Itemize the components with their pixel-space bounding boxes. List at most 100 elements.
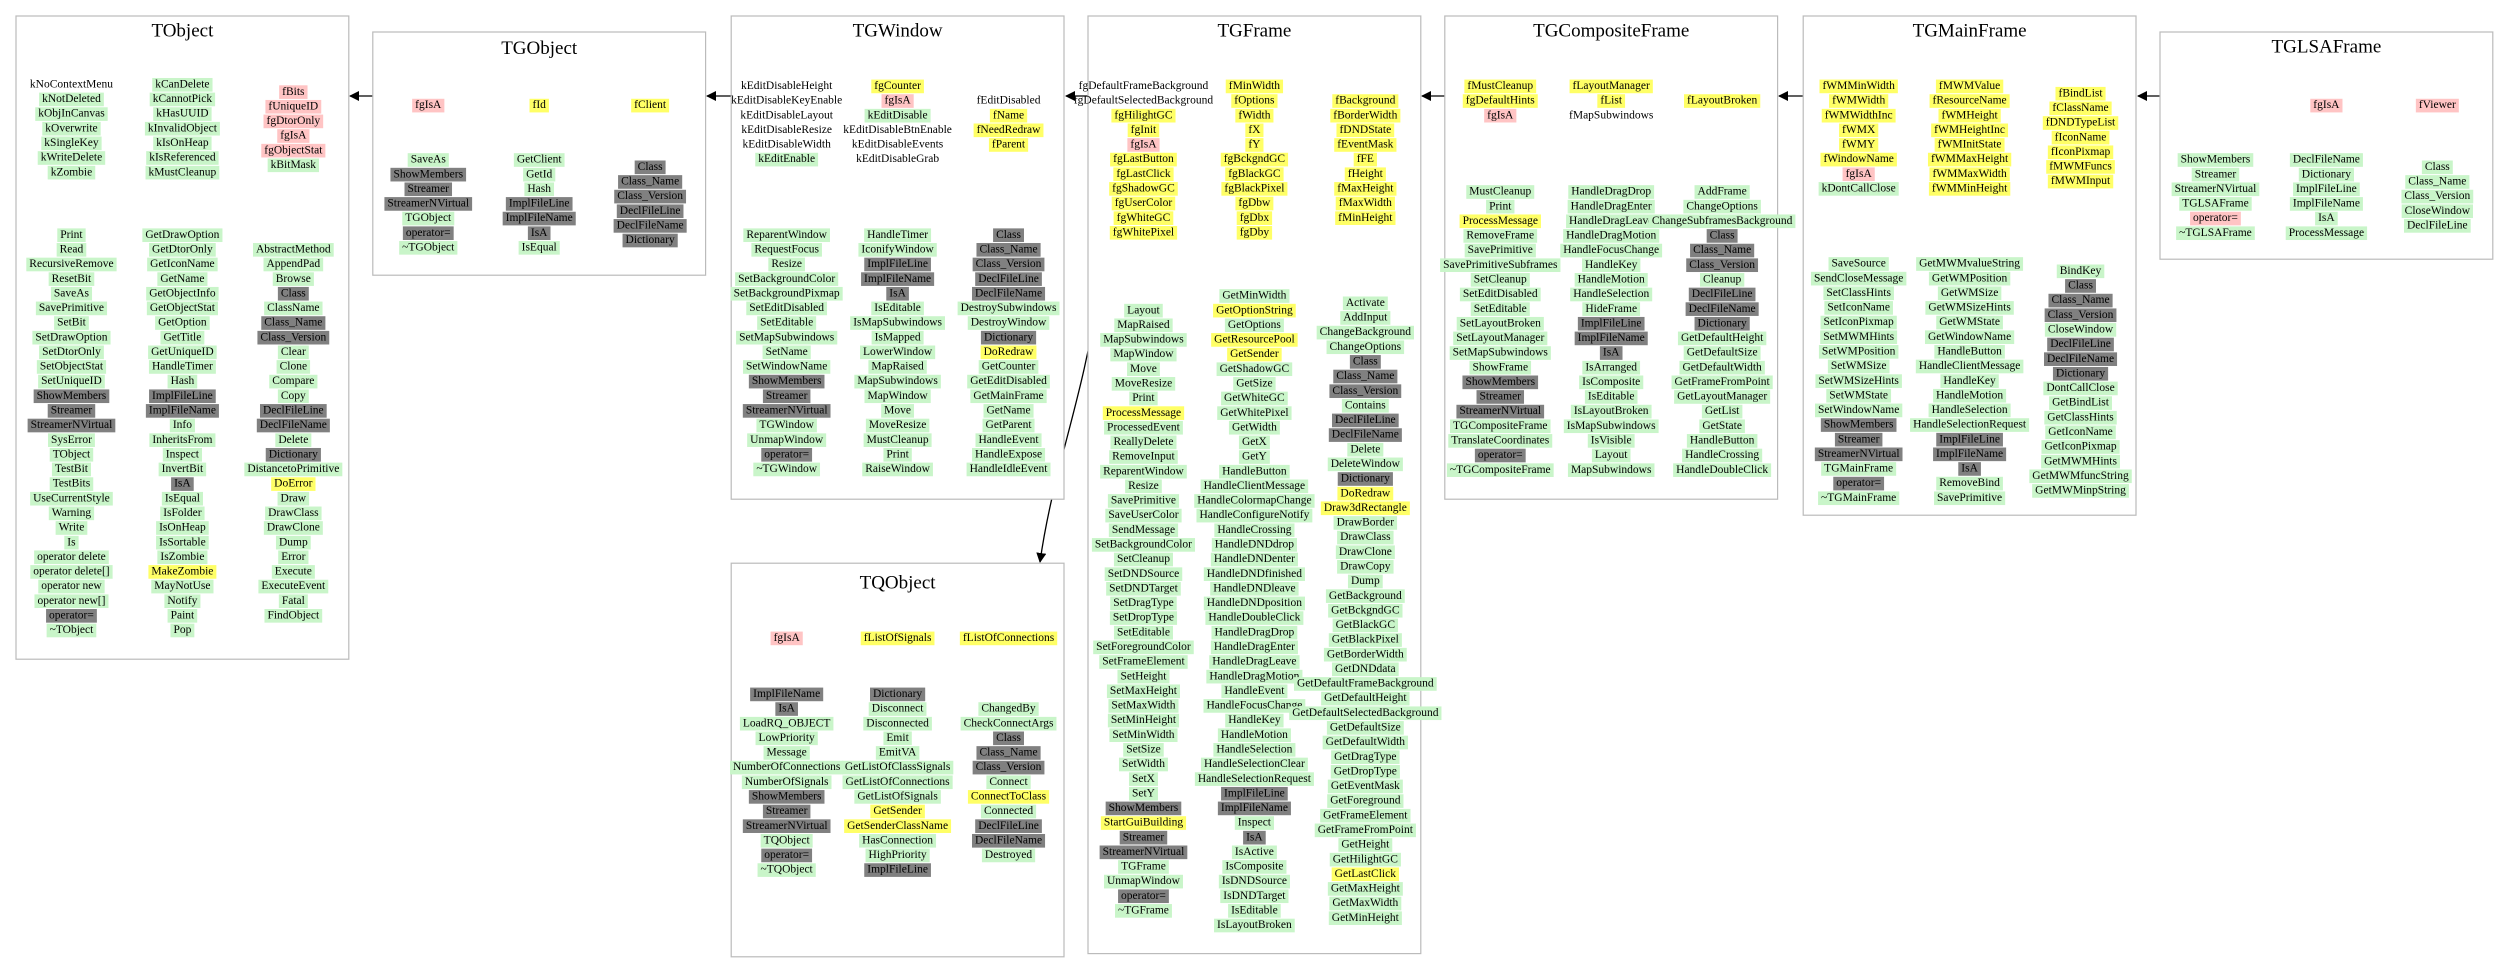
member-highlight [1113, 625, 1173, 640]
member-label: DrawClone [1339, 546, 1392, 558]
member-highlight [980, 330, 1037, 345]
member-highlight [1566, 214, 1657, 229]
member-label: MapWindow [1113, 348, 1174, 360]
member-label: fgInit [1131, 124, 1157, 136]
member-label: ShowMembers [37, 390, 107, 402]
member-highlight [967, 790, 1050, 804]
member-highlight [404, 182, 453, 197]
member-label: IsEqual [522, 241, 557, 253]
member-label: ShowMembers [1109, 802, 1179, 814]
member-highlight [1928, 403, 2011, 418]
member-highlight [614, 189, 687, 204]
member-label: Inspect [1238, 817, 1272, 829]
member-highlight [858, 243, 937, 257]
member-highlight [277, 286, 309, 301]
member-label: Delete [278, 434, 308, 446]
member-highlight [1935, 79, 2004, 94]
member-highlight [1448, 434, 1553, 448]
member-highlight [153, 136, 212, 151]
member-label: ProcessMessage [1463, 215, 1538, 227]
member-label: SetLayoutManager [1456, 332, 1544, 344]
member-highlight [48, 272, 95, 286]
member-highlight [1225, 713, 1284, 728]
member-highlight [2048, 293, 2113, 308]
member-highlight [762, 345, 811, 360]
member-highlight [762, 389, 811, 404]
member-label: HandleEvent [1224, 685, 1285, 697]
member-highlight [1701, 404, 1743, 419]
member-highlight [1110, 596, 1177, 611]
member-label: fgLastClick [1116, 168, 1171, 180]
member-highlight [271, 565, 315, 579]
member-highlight [527, 226, 551, 241]
member-label: IsComposite [1582, 376, 1640, 388]
member-highlight [399, 241, 458, 255]
member-highlight [1470, 273, 1530, 287]
member-highlight [1119, 830, 1168, 845]
member-highlight [1320, 808, 1411, 823]
member-highlight [1464, 79, 1537, 94]
member-highlight [252, 243, 334, 257]
member-label: GetFrameFromPoint [1675, 376, 1771, 388]
member-highlight [1100, 816, 1187, 830]
member-highlight [1218, 874, 1290, 889]
member-label: ShowMembers [752, 791, 822, 803]
member-label: Fatal [282, 595, 305, 607]
member-highlight [2289, 197, 2363, 211]
member-highlight [1211, 625, 1298, 640]
member-highlight [1599, 346, 1623, 360]
member-label: Copy [281, 390, 306, 402]
member-highlight [957, 301, 1060, 316]
member-highlight [2043, 381, 2118, 396]
member-highlight [770, 631, 803, 646]
member-highlight [871, 330, 924, 345]
member-highlight [256, 418, 330, 433]
member-highlight [1091, 538, 1196, 552]
member-highlight [1353, 152, 1377, 167]
member-highlight [145, 404, 219, 418]
member-label: SetForegroundColor [1096, 641, 1191, 653]
member-highlight [1210, 640, 1298, 655]
member-label: DeclFileName [617, 220, 684, 232]
member-label: operator= [764, 448, 809, 460]
member-highlight [751, 243, 822, 257]
member-highlight [155, 316, 210, 330]
member-label: HandleSelection [1932, 404, 2008, 416]
member-label: kEditDisableWidth [743, 139, 832, 151]
member-highlight [972, 257, 1045, 272]
member-label: TGMainFrame [1824, 463, 1893, 475]
member-label: Execute [275, 566, 312, 578]
member-highlight [167, 609, 198, 623]
member-highlight [1934, 138, 2005, 152]
member-label: Layout [1127, 304, 1160, 316]
member-label: kHasUUID [156, 108, 208, 120]
member-highlight [1820, 330, 1898, 345]
member-highlight [1821, 462, 1897, 476]
member-label: IsLayoutBroken [1217, 919, 1292, 931]
member-label: fIconPixmap [2051, 146, 2111, 158]
member-highlight [970, 389, 1047, 404]
member-highlight [1238, 450, 1270, 464]
member-highlight [1100, 464, 1187, 479]
member-label: fgUserColor [1115, 197, 1173, 209]
member-highlight [1679, 360, 1765, 375]
member-label: SetMapSubwindows [1453, 347, 1549, 359]
member-highlight [1671, 375, 1773, 390]
member-highlight [730, 760, 844, 775]
member-label: HandleCrossing [1685, 449, 1759, 461]
member-highlight [2401, 189, 2474, 204]
member-highlight [263, 114, 324, 129]
member-label: GetDefaultHeight [1324, 692, 1407, 704]
member-label: IsLayoutBroken [1574, 405, 1649, 417]
member-label: fWMInitState [1938, 139, 2002, 151]
member-highlight [972, 760, 1045, 775]
member-highlight [1105, 508, 1182, 523]
member-highlight [1924, 330, 2015, 345]
member-label: fWMMaxWidth [1932, 168, 2007, 180]
member-label: CloseWindow [2048, 324, 2114, 336]
member-label: kEditDisableGrab [856, 153, 939, 165]
member-highlight [148, 345, 217, 360]
member-highlight [1464, 243, 1536, 258]
member-label: HandleSelectionRequest [1913, 419, 2027, 431]
member-label: Clear [281, 346, 306, 358]
